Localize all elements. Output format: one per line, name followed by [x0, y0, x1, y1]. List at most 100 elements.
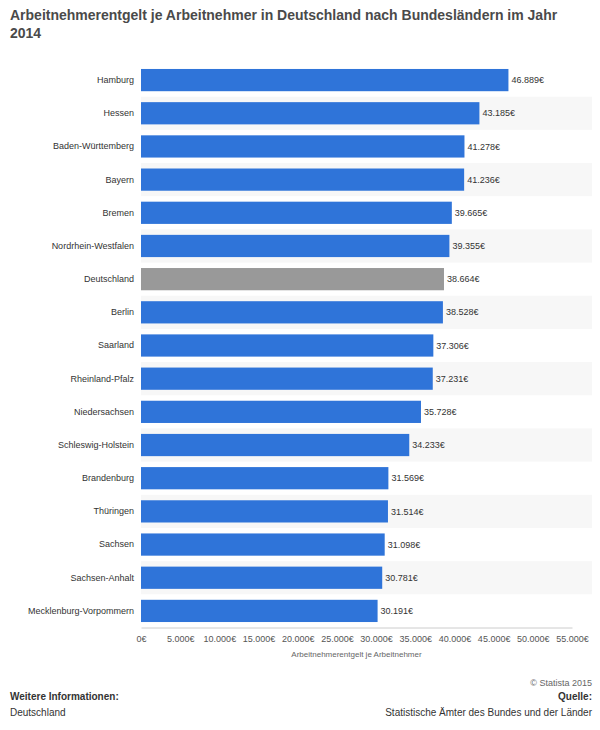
row-stripe	[141, 428, 592, 461]
row-stripe	[141, 163, 592, 196]
x-tick: 40.000€	[439, 628, 472, 644]
y-tick: Hamburg	[97, 75, 140, 85]
bar	[141, 368, 433, 390]
y-tick: Brandenburg	[82, 473, 140, 483]
data-label: 34.233€	[412, 440, 445, 450]
y-tick: Berlin	[111, 307, 140, 317]
background	[0, 0, 600, 730]
title-line: 2014	[10, 25, 41, 41]
data-label: 41.278€	[467, 142, 500, 152]
data-label: 38.664€	[447, 274, 480, 284]
annotation: Statistische Ämter des Bundes und der Lä…	[385, 707, 592, 718]
bar	[141, 69, 508, 91]
bar	[141, 135, 464, 157]
x-tick-label: 50.000€	[517, 634, 550, 644]
x-tick: 45.000€	[478, 628, 511, 644]
bar	[141, 102, 479, 124]
y-tick: Sachsen	[99, 539, 140, 549]
data-label: 30.781€	[385, 573, 418, 583]
x-tick-label: 5.000€	[167, 634, 195, 644]
bar	[141, 169, 464, 191]
x-tick: 5.000€	[167, 628, 195, 644]
y-tick: Thüringen	[93, 506, 140, 516]
data-label: 41.236€	[467, 175, 500, 185]
y-tick-label: Mecklenburg-Vorpommern	[28, 606, 134, 616]
y-tick-label: Hessen	[103, 108, 134, 118]
x-tick: 30.000€	[360, 628, 393, 644]
y-tick: Nordrhein-Westfalen	[52, 241, 140, 251]
x-tick-label: 55.000€	[556, 634, 589, 644]
bar	[141, 268, 444, 290]
bar	[141, 467, 388, 489]
x-tick: 35.000€	[399, 628, 432, 644]
y-tick-label: Bayern	[105, 174, 134, 184]
y-tick-label: Nordrhein-Westfalen	[52, 241, 134, 251]
x-tick: 10.000€	[204, 628, 237, 644]
chart-svg: Arbeitnehmerentgelt je Arbeitnehmer in D…	[0, 0, 600, 730]
x-tick-label: 25.000€	[321, 634, 354, 644]
annotation: Weitere Informationen:	[10, 691, 119, 702]
row-stripe	[141, 296, 592, 329]
row-stripe	[141, 229, 592, 262]
y-tick-label: Niedersachsen	[74, 407, 134, 417]
annotation: Deutschland	[10, 707, 66, 718]
annotation: © Statista 2015	[530, 678, 592, 688]
y-tick: Sachsen-Anhalt	[70, 573, 140, 583]
bar	[141, 301, 443, 323]
y-tick: Hessen	[103, 108, 140, 118]
x-tick-label: 10.000€	[204, 634, 237, 644]
x-tick-label: 45.000€	[478, 634, 511, 644]
data-labels: 46.889€43.185€41.278€41.236€39.665€39.35…	[381, 75, 544, 616]
x-tick-label: 30.000€	[360, 634, 393, 644]
x-tick: 25.000€	[321, 628, 354, 644]
data-label: 31.098€	[388, 540, 421, 550]
y-tick: Bayern	[105, 174, 140, 184]
y-tick: Baden-Württemberg	[53, 141, 140, 151]
data-label: 37.231€	[436, 374, 469, 384]
bar	[141, 434, 409, 456]
data-label: 31.514€	[391, 507, 424, 517]
y-tick-label: Bremen	[102, 208, 134, 218]
data-label: 30.191€	[381, 606, 414, 616]
row-stripe	[141, 97, 592, 130]
x-axis-title: Arbeitnehmerentgelt je Arbeitnehmer	[291, 650, 422, 659]
data-label: 43.185€	[482, 108, 515, 118]
data-label: 39.355€	[452, 241, 485, 251]
bar	[141, 202, 452, 224]
data-label: 38.528€	[446, 307, 479, 317]
y-tick-label: Thüringen	[93, 506, 134, 516]
x-tick: 55.000€	[556, 628, 589, 644]
data-label: 31.569€	[391, 473, 424, 483]
bars	[141, 69, 508, 622]
x-tick: 20.000€	[282, 628, 315, 644]
row-stripe	[141, 561, 592, 594]
y-tick-label: Brandenburg	[82, 473, 134, 483]
data-label: 39.665€	[455, 208, 488, 218]
y-tick: Bremen	[102, 208, 140, 218]
bar	[141, 235, 449, 257]
bar	[141, 600, 378, 622]
y-tick-label: Sachsen	[99, 539, 134, 549]
x-tick-label: 35.000€	[399, 634, 432, 644]
y-tick-label: Deutschland	[84, 274, 134, 284]
row-stripe	[141, 362, 592, 395]
bar	[141, 567, 382, 589]
row-stripes	[141, 97, 592, 595]
chart-container: Arbeitnehmerentgelt je Arbeitnehmer in D…	[0, 0, 600, 730]
x-tick: 50.000€	[517, 628, 550, 644]
y-tick-label: Schleswig-Holstein	[58, 440, 134, 450]
data-label: 37.306€	[436, 341, 469, 351]
x-tick-label: 15.000€	[243, 634, 276, 644]
chart-title: Arbeitnehmerentgelt je Arbeitnehmer in D…	[10, 7, 561, 41]
y-tick-label: Saarland	[98, 340, 134, 350]
bar	[141, 401, 421, 423]
y-tick: Deutschland	[84, 274, 140, 284]
y-tick-label: Baden-Württemberg	[53, 141, 134, 151]
bar	[141, 533, 385, 555]
y-tick: Schleswig-Holstein	[58, 440, 140, 450]
y-axis: Hamburg Hessen Baden-Württemberg Bayern Brem…	[28, 75, 140, 616]
x-tick: 15.000€	[243, 628, 276, 644]
x-tick: 0€	[136, 628, 146, 644]
y-tick-label: Rheinland-Pfalz	[70, 374, 134, 384]
y-tick-label: Sachsen-Anhalt	[70, 573, 134, 583]
